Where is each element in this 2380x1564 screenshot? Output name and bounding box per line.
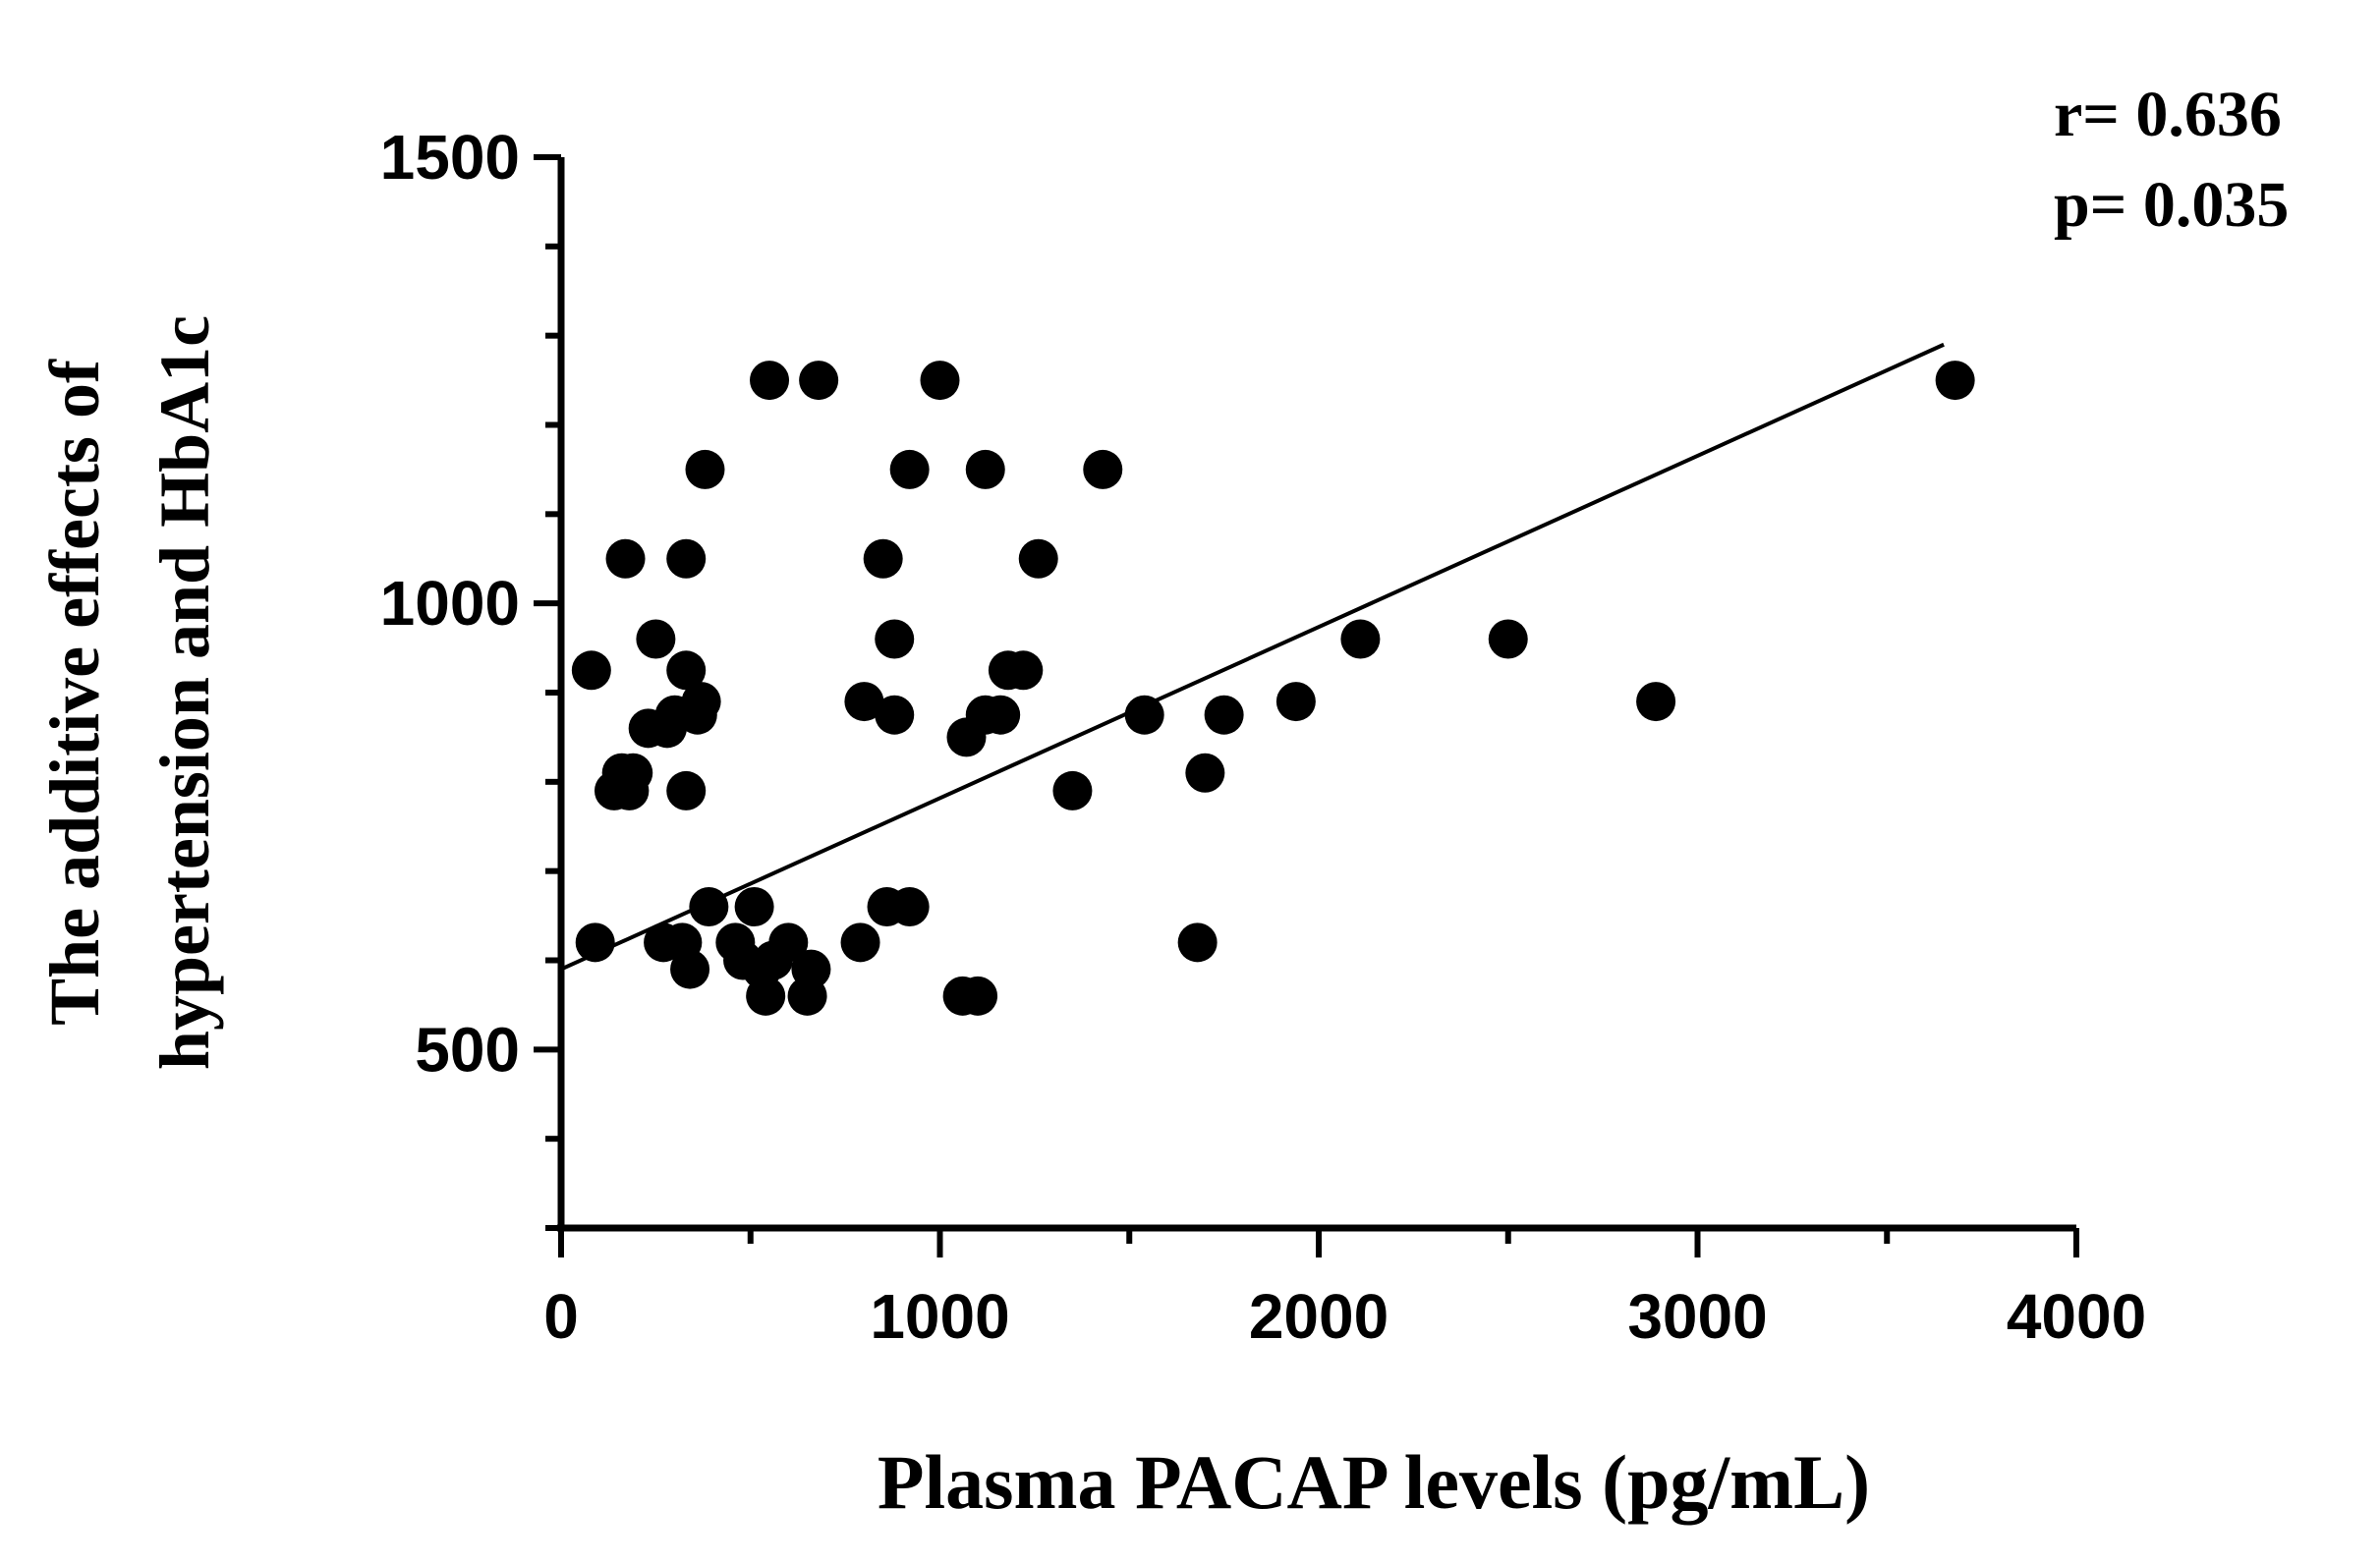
data-point-51: [1083, 449, 1123, 489]
data-point-20: [689, 887, 729, 926]
y-tick-label-1000: 1000: [380, 568, 520, 639]
data-point-60: [1935, 361, 1975, 401]
data-point-46: [981, 695, 1021, 735]
data-point-1: [575, 922, 615, 963]
data-point-44: [965, 449, 1005, 489]
data-point-39: [889, 449, 930, 489]
data-point-23: [734, 887, 774, 926]
y-axis-ticks: [534, 154, 561, 1231]
data-point-15: [666, 770, 707, 810]
data-point-48: [1003, 650, 1044, 691]
data-points: [571, 361, 1975, 1016]
x-tick-label-3000: 3000: [1627, 1281, 1767, 1352]
data-point-52: [1124, 695, 1164, 735]
tick-labels: 500 1000 1500 0 1000 2000 3000 4000: [380, 122, 2147, 1352]
x-tick-label-0: 0: [543, 1281, 579, 1352]
data-point-57: [1340, 619, 1381, 659]
data-point-33: [844, 682, 884, 722]
data-point-50: [1052, 770, 1093, 810]
data-point-13: [666, 538, 707, 579]
data-point-31: [799, 361, 839, 401]
data-point-30: [791, 949, 831, 989]
data-point-36: [875, 695, 915, 735]
data-point-6: [613, 753, 653, 793]
data-point-43: [958, 976, 998, 1016]
data-point-54: [1185, 753, 1225, 793]
data-point-34: [863, 538, 903, 579]
data-point-53: [1177, 922, 1218, 963]
x-tick-label-4000: 4000: [2007, 1281, 2146, 1352]
p-value-annotation: p= 0.035: [2054, 169, 2289, 241]
x-axis-title: Plasma PACAP levels (pg/mL): [878, 1439, 1870, 1525]
data-point-56: [1275, 682, 1316, 722]
data-point-49: [1018, 538, 1058, 579]
data-point-55: [1204, 695, 1244, 735]
data-point-58: [1488, 619, 1528, 659]
data-point-19: [685, 449, 725, 489]
data-point-18: [681, 682, 721, 722]
y-tick-label-500: 500: [415, 1014, 520, 1085]
data-point-5: [605, 538, 646, 579]
data-point-32: [840, 922, 880, 963]
data-point-25: [746, 976, 786, 1016]
data-point-37: [875, 619, 915, 659]
y-axis-title-line-1: The additive effects of: [35, 359, 114, 1026]
x-axis-ticks: [558, 1228, 2079, 1257]
data-point-0: [571, 650, 611, 691]
data-point-38: [889, 887, 930, 926]
x-tick-label-2000: 2000: [1249, 1281, 1388, 1352]
y-axis-title-line-2: hypertension and HbA1c: [145, 315, 224, 1070]
data-point-40: [920, 361, 960, 401]
data-point-14: [666, 650, 707, 691]
data-point-28: [768, 922, 809, 963]
data-point-8: [636, 619, 676, 659]
regression-line: [560, 342, 1945, 972]
x-tick-label-1000: 1000: [870, 1281, 1009, 1352]
data-point-26: [750, 361, 790, 401]
r-value-annotation: r= 0.636: [2054, 79, 2282, 150]
data-point-59: [1636, 682, 1676, 722]
data-point-16: [670, 949, 710, 989]
y-tick-label-1500: 1500: [380, 122, 520, 193]
